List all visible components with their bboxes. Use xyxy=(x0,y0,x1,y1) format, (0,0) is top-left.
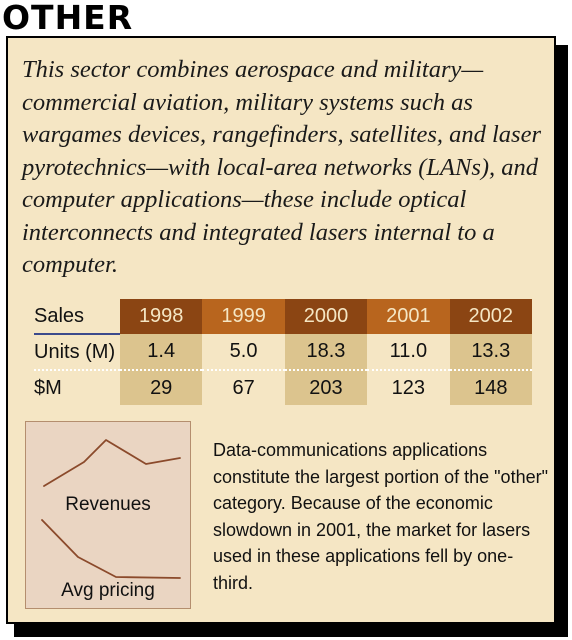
table-cell: 18.3 xyxy=(284,334,368,371)
pricing-trend-line xyxy=(41,519,181,579)
trend-lines xyxy=(41,439,181,579)
revenues-trend-line xyxy=(43,439,181,487)
side-paragraph: Data-communications applications constit… xyxy=(213,440,548,593)
table-cell: 148 xyxy=(449,370,532,405)
year-header: 2002 xyxy=(449,299,532,334)
row-label: Units (M) xyxy=(34,334,120,371)
table-cell: 67 xyxy=(232,376,255,399)
content-panel: This sector combines aerospace and milit… xyxy=(6,36,556,624)
revenues-label: Revenues xyxy=(65,494,151,515)
pricing-label: Avg pricing xyxy=(61,580,155,601)
table-cell: 5.0 xyxy=(202,334,285,371)
table-cell: 203 xyxy=(284,370,368,405)
table-cell: 13.3 xyxy=(449,334,532,371)
trend-illustration: Revenues Avg pricing xyxy=(25,421,191,609)
year-header: 1998 xyxy=(120,299,203,334)
sales-header-row: Sales 1998 1999 2000 2001 2002 xyxy=(34,299,532,335)
table-cell: 29 xyxy=(120,370,203,405)
section-title: OTHER xyxy=(2,0,134,37)
table-cell: 11.0 xyxy=(367,334,450,371)
table-row: $M 29 67 203 123 148 xyxy=(34,370,532,405)
table-row: Units (M) 1.4 5.0 18.3 11.0 13.3 xyxy=(34,334,532,371)
year-header: 1999 xyxy=(202,299,285,334)
table-cell: 1.4 xyxy=(120,334,203,371)
sales-header-label: Sales xyxy=(34,299,120,335)
row-label: $M xyxy=(34,376,62,399)
year-header: 2000 xyxy=(284,299,368,334)
sales-table: Sales 1998 1999 2000 2001 2002 Units (M)… xyxy=(34,299,532,405)
table-cell: 123 xyxy=(391,376,426,399)
year-header: 2001 xyxy=(367,299,450,334)
intro-paragraph: This sector combines aerospace and milit… xyxy=(22,56,541,278)
